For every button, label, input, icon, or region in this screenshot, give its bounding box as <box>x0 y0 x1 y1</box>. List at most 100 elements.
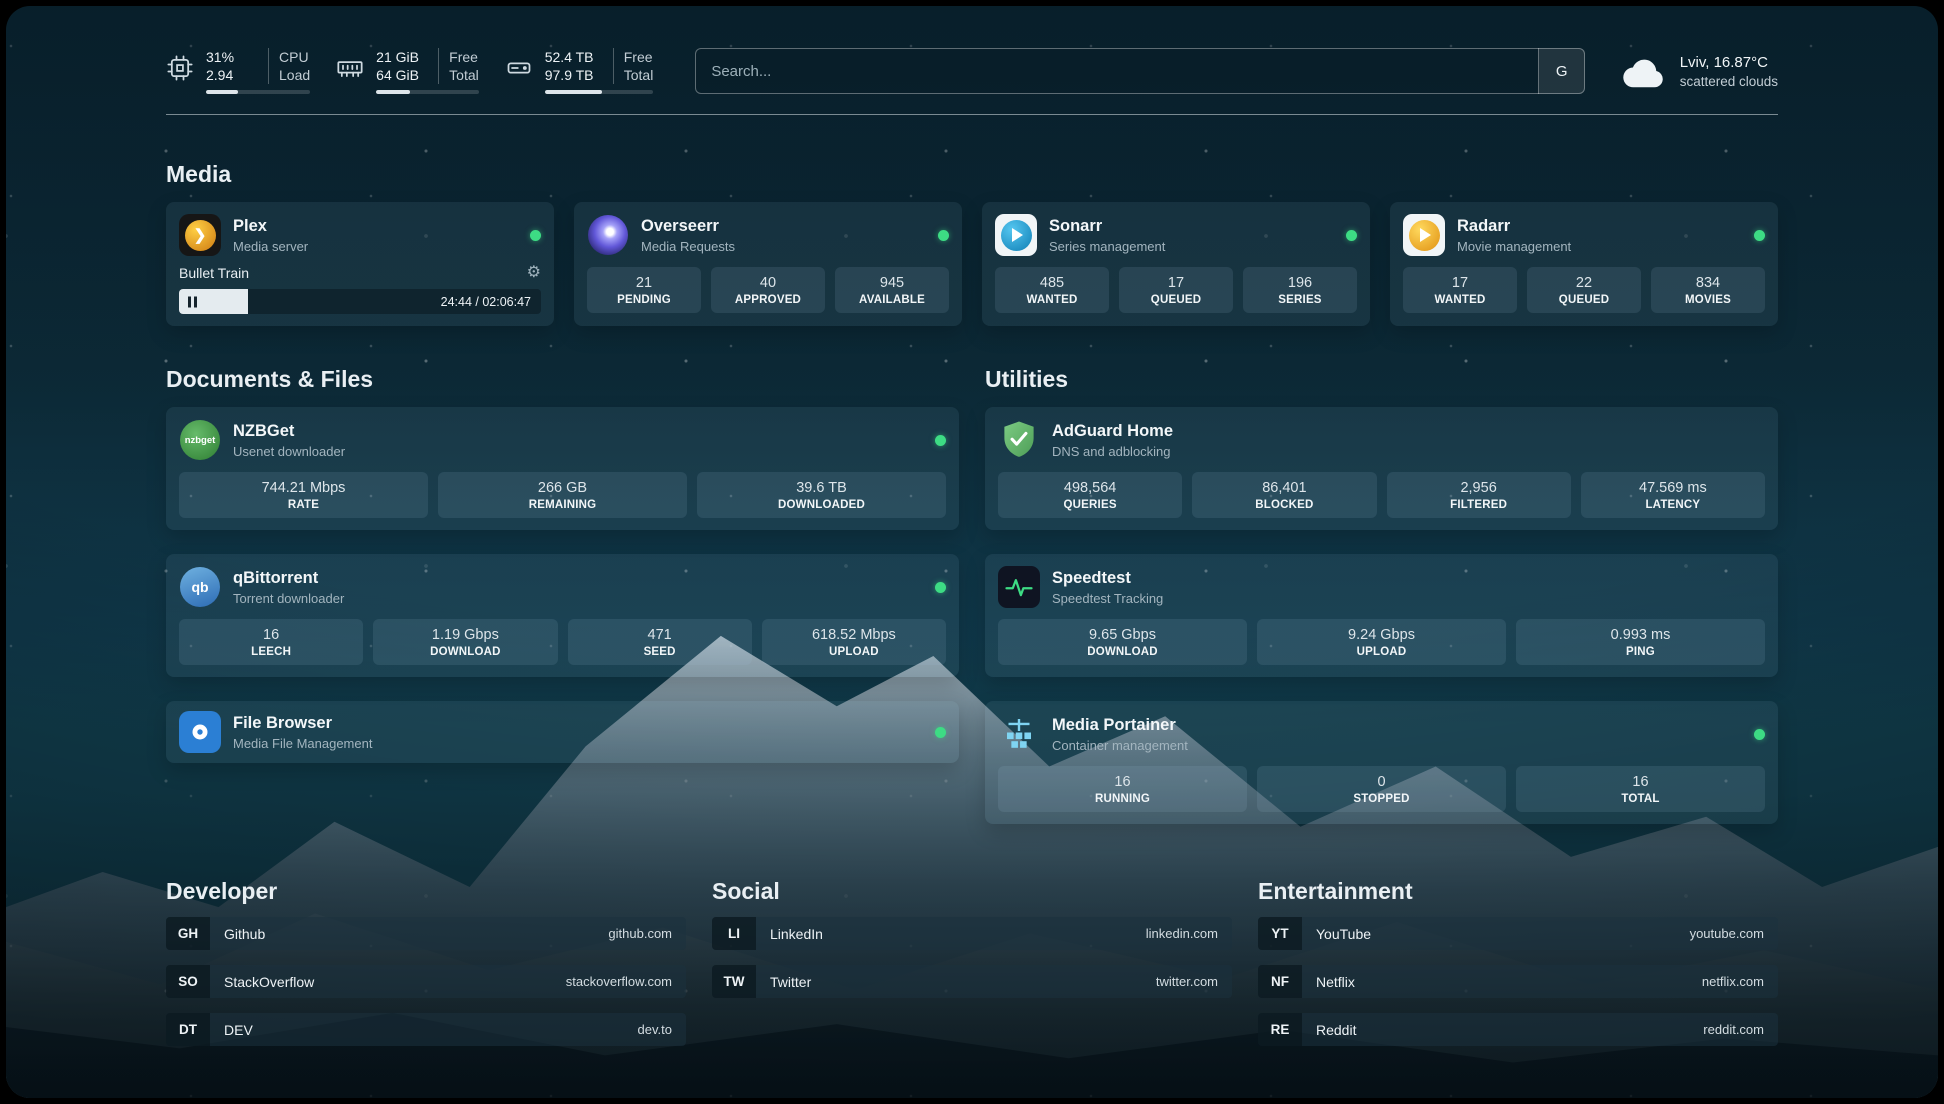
link-stackoverflow[interactable]: SO StackOverflow stackoverflow.com <box>166 965 686 999</box>
section-title-social: Social <box>712 878 780 905</box>
link-twitter[interactable]: TW Twitter twitter.com <box>712 965 1232 999</box>
section-title-utilities: Utilities <box>985 366 1069 393</box>
filebrowser-icon <box>179 711 221 754</box>
stat-queued: 22 QUEUED <box>1527 267 1641 314</box>
status-dot <box>1754 728 1765 740</box>
cpu-label: CPU <box>279 49 309 65</box>
disk-free: 52.4 TB <box>544 49 594 65</box>
weather-widget: Lviv, 16.87°C scattered clouds <box>1621 53 1778 89</box>
playback-progress-bar[interactable]: 24:44 / 02:06:47 <box>179 289 541 315</box>
section-developer: Developer GH Github github.com SO StackO… <box>166 878 686 1047</box>
app-subtitle: Usenet downloader <box>233 443 346 459</box>
cloud-icon <box>1622 59 1663 88</box>
weather-location: Lviv, 16.87°C <box>1679 53 1768 71</box>
section-media: Media Plex Media server Bullet Train ⚙ <box>166 161 1778 327</box>
section-entertainment: Entertainment YT YouTube youtube.com NF … <box>1258 878 1778 1047</box>
disk-total-label: Total <box>623 67 654 84</box>
app-card-sonarr[interactable]: Sonarr Series management 485 WANTED 17 QUE… <box>982 202 1370 327</box>
app-subtitle: Series management <box>1049 238 1166 254</box>
app-name: Sonarr <box>1049 216 1103 235</box>
stat-wanted: 17 WANTED <box>1403 267 1517 314</box>
app-subtitle: Torrent downloader <box>233 590 345 606</box>
qbittorrent-icon: qb <box>179 566 221 608</box>
app-name: qBittorrent <box>233 568 319 587</box>
app-name: Overseerr <box>641 216 719 235</box>
cpu-percent: 31% <box>206 49 235 65</box>
dashboard: 31% 2.94 CPU Load <box>6 6 1938 1098</box>
stat-total: 16 TOTAL <box>1516 766 1765 813</box>
status-dot <box>1346 229 1357 241</box>
stackoverflow-badge: SO <box>166 965 210 999</box>
speedtest-icon <box>998 566 1040 609</box>
radarr-icon <box>1403 214 1445 257</box>
reddit-badge: RE <box>1258 1013 1302 1047</box>
app-card-portainer[interactable]: Media Portainer Container management 16 R… <box>985 701 1778 825</box>
app-subtitle: Media Requests <box>641 238 735 254</box>
section-documents: Documents & Files nzbget NZBGet Usenet d… <box>166 366 959 764</box>
app-card-radarr[interactable]: Radarr Movie management 17 WANTED 22 QUEUE… <box>1390 202 1778 327</box>
status-dot <box>1754 229 1765 241</box>
app-card-nzbget[interactable]: nzbget NZBGet Usenet downloader 744.21 M… <box>166 407 959 531</box>
status-dot <box>935 581 946 593</box>
vignette-overlay <box>6 6 1938 1098</box>
link-github[interactable]: GH Github github.com <box>166 917 686 951</box>
app-card-adguard[interactable]: AdGuard Home DNS and adblocking 498,564 Q… <box>985 407 1778 531</box>
app-subtitle: Movie management <box>1457 238 1572 254</box>
stat-downloaded: 39.6 TB DOWNLOADED <box>697 472 946 519</box>
app-card-plex[interactable]: Plex Media server Bullet Train ⚙ 24:44 /… <box>166 202 554 327</box>
search-engine-button[interactable]: G <box>1537 48 1585 95</box>
stat-queries: 498,564 QUERIES <box>998 472 1183 519</box>
stat-rate: 744.21 Mbps RATE <box>179 472 428 519</box>
stat-leech: 16 LEECH <box>179 619 364 666</box>
app-subtitle: DNS and adblocking <box>1052 443 1171 459</box>
plex-icon <box>179 214 221 257</box>
section-title-developer: Developer <box>166 878 278 905</box>
search-input[interactable] <box>695 48 1585 95</box>
stat-filtered: 2,956 FILTERED <box>1386 472 1571 519</box>
stat-upload: 9.24 Gbps UPLOAD <box>1257 619 1506 666</box>
youtube-badge: YT <box>1258 917 1302 951</box>
status-dot <box>935 726 946 738</box>
link-linkedin[interactable]: LI LinkedIn linkedin.com <box>712 917 1232 951</box>
stat-blocked: 86,401 BLOCKED <box>1192 472 1377 519</box>
cpu-widget: 31% 2.94 CPU Load <box>166 48 311 95</box>
section-title-entertainment: Entertainment <box>1258 878 1413 905</box>
gear-icon[interactable]: ⚙ <box>526 264 541 282</box>
link-youtube[interactable]: YT YouTube youtube.com <box>1258 917 1778 951</box>
stat-upload: 618.52 Mbps UPLOAD <box>761 619 946 666</box>
app-name: Radarr <box>1457 216 1511 235</box>
app-card-overseerr[interactable]: Overseerr Media Requests 21 PENDING 40 APP… <box>574 202 962 327</box>
app-card-filebrowser[interactable]: File Browser Media File Management <box>166 701 959 764</box>
cpu-icon <box>167 55 193 81</box>
stat-wanted: 485 WANTED <box>995 267 1109 314</box>
app-subtitle: Media server <box>233 238 309 254</box>
pause-button[interactable] <box>188 296 197 308</box>
stat-movies: 834 MOVIES <box>1651 267 1765 314</box>
playback-time: 24:44 / 02:06:47 <box>440 294 531 309</box>
stat-series: 196 SERIES <box>1243 267 1357 314</box>
netflix-badge: NF <box>1258 965 1302 999</box>
disk-free-label: Free <box>623 49 653 65</box>
status-dot <box>530 229 541 241</box>
nzbget-icon: nzbget <box>179 419 221 461</box>
portainer-icon <box>998 713 1040 755</box>
app-card-qbittorrent[interactable]: qb qBittorrent Torrent downloader 16 LEEC… <box>166 554 959 678</box>
stat-seed: 471 SEED <box>567 619 752 666</box>
adguard-icon <box>998 419 1040 461</box>
link-netflix[interactable]: NF Netflix netflix.com <box>1258 965 1778 999</box>
top-bar: 31% 2.94 CPU Load <box>166 48 1778 95</box>
stat-latency: 47.569 ms LATENCY <box>1580 472 1765 519</box>
cpu-load: 2.94 <box>206 67 234 84</box>
app-subtitle: Speedtest Tracking <box>1052 590 1164 606</box>
app-name: NZBGet <box>233 421 295 440</box>
link-reddit[interactable]: RE Reddit reddit.com <box>1258 1013 1778 1047</box>
app-card-speedtest[interactable]: Speedtest Speedtest Tracking 9.65 Gbps DO… <box>985 554 1778 678</box>
ram-progress-bar <box>376 90 479 95</box>
linkedin-badge: LI <box>712 917 756 951</box>
link-dev[interactable]: DT DEV dev.to <box>166 1013 686 1047</box>
stat-stopped: 0 STOPPED <box>1257 766 1506 813</box>
stat-ping: 0.993 ms PING <box>1516 619 1765 666</box>
disk-icon <box>507 62 531 74</box>
twitter-badge: TW <box>712 965 756 999</box>
status-dot <box>935 434 946 446</box>
